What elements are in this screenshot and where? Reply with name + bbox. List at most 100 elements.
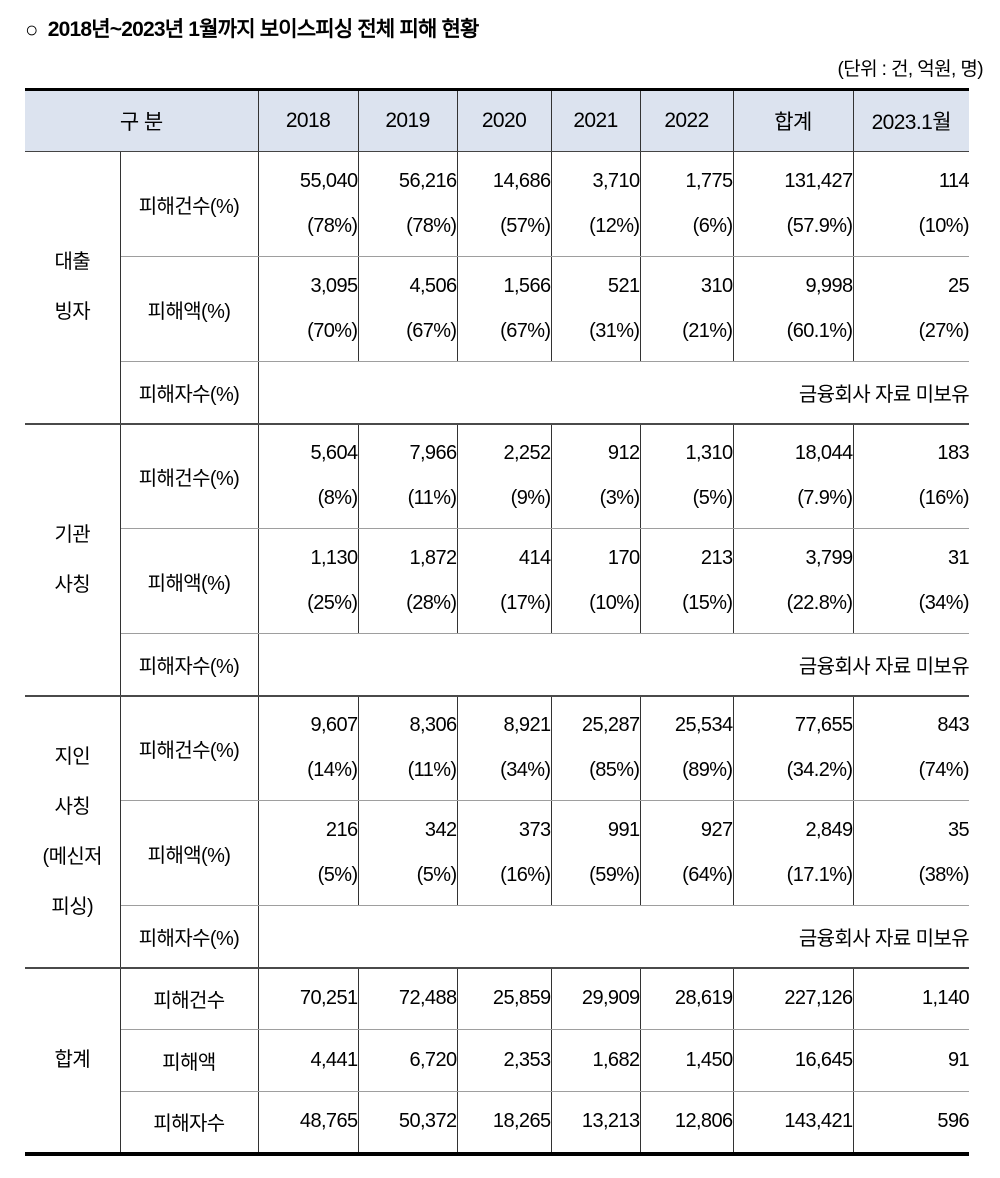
- header-year-2020: 2020: [457, 89, 552, 152]
- value: 6,720: [409, 1049, 457, 1071]
- value-cell: 14,686 (57%): [457, 151, 552, 257]
- percent: (28%): [406, 592, 457, 614]
- value-cell: 3,799 (22.8%): [733, 528, 854, 634]
- table-row: 피해액(%) 1,130 (25%) 1,872 (28%) 414 (17%) 17…: [25, 528, 969, 634]
- no-data-cell: 금융회사 자료 미보유: [258, 905, 969, 969]
- value-cell: 9,998 (60.1%): [733, 256, 854, 362]
- value-cell: 213 (15%): [640, 528, 734, 634]
- value: 912: [607, 442, 640, 465]
- percent: (12%): [589, 215, 640, 237]
- value: 927: [700, 819, 733, 841]
- value: 114: [938, 170, 969, 192]
- value: 596: [937, 1110, 969, 1133]
- value-cell: 2,849 (17.1%): [733, 800, 854, 906]
- value-cell: 28,619: [640, 967, 734, 1030]
- group-label-total: 합계: [25, 967, 121, 1154]
- percent: (6%): [692, 215, 733, 237]
- percent: (78%): [406, 215, 457, 237]
- value: 227,126: [784, 987, 853, 1010]
- percent: (85%): [589, 759, 640, 782]
- value-cell: 927 (64%): [640, 800, 734, 906]
- value-cell: 70,251: [258, 967, 359, 1030]
- row-label: 피해건수: [120, 967, 259, 1030]
- value-cell: 13,213: [551, 1091, 641, 1154]
- value-cell: 991 (59%): [551, 800, 641, 906]
- row-label: 피해액(%): [120, 528, 259, 634]
- value: 70,251: [299, 987, 358, 1010]
- percent: (34%): [918, 592, 969, 614]
- value: 12,806: [674, 1110, 733, 1133]
- value: 521: [607, 275, 640, 297]
- no-data-cell: 금융회사 자료 미보유: [258, 633, 969, 697]
- value: 72,488: [398, 987, 457, 1010]
- value: 1,130: [310, 547, 358, 569]
- value: 7,966: [409, 442, 457, 465]
- value-cell: 1,566 (67%): [457, 256, 552, 362]
- value: 4,506: [409, 275, 457, 297]
- value: 56,216: [398, 170, 457, 192]
- value: 8,921: [503, 714, 551, 737]
- percent: (31%): [589, 320, 640, 342]
- group-label-line: 대출: [54, 251, 91, 274]
- table-row: 피해자수(%) 금융회사 자료 미보유: [25, 633, 969, 697]
- value: 50,372: [398, 1110, 457, 1133]
- value-cell: 2,353: [457, 1029, 552, 1092]
- voice-phishing-damage-table: 구 분 2018 2019 2020 2021 2022 합계 2023.1월 …: [25, 88, 969, 1156]
- value: 3,710: [592, 170, 640, 192]
- value: 1,140: [921, 987, 969, 1010]
- value: 4,441: [310, 1049, 358, 1071]
- value: 1,872: [409, 547, 457, 569]
- percent: (8%): [317, 487, 358, 510]
- group-label-line: 빙자: [54, 301, 91, 324]
- percent: (14%): [307, 759, 358, 782]
- percent: (9%): [510, 487, 551, 510]
- value-cell: 55,040 (78%): [258, 151, 359, 257]
- value-cell: 18,044 (7.9%): [733, 423, 854, 529]
- value-cell: 596: [853, 1092, 969, 1154]
- percent: (21%): [682, 320, 733, 342]
- value-cell: 183 (16%): [853, 423, 969, 529]
- value-cell: 56,216 (78%): [358, 151, 458, 257]
- value: 25,859: [492, 987, 551, 1010]
- percent: (34.2%): [786, 759, 853, 782]
- percent: (10%): [589, 592, 640, 614]
- percent: (16%): [918, 487, 969, 510]
- percent: (5%): [416, 864, 457, 886]
- value: 2,849: [805, 819, 853, 841]
- value: 414: [518, 547, 551, 569]
- value-cell: 29,909: [551, 967, 641, 1030]
- page-title: 2018년~2023년 1월까지 보이스피싱 전체 피해 현황: [47, 18, 480, 41]
- percent: (38%): [918, 864, 969, 886]
- group-label-line: 합계: [54, 1049, 91, 1071]
- percent: (89%): [682, 759, 733, 782]
- value: 991: [607, 819, 640, 841]
- value-cell: 227,126: [733, 967, 854, 1030]
- value-cell: 1,450: [640, 1029, 734, 1092]
- value: 310: [700, 275, 733, 297]
- value-cell: 131,427 (57.9%): [733, 151, 854, 257]
- value: 18,265: [492, 1110, 551, 1133]
- value: 843: [937, 714, 969, 737]
- value: 143,421: [784, 1110, 853, 1133]
- value: 3,095: [310, 275, 358, 297]
- percent: (17%): [500, 592, 551, 614]
- row-label: 피해자수(%): [120, 361, 259, 425]
- value-cell: 4,506 (67%): [358, 256, 458, 362]
- row-label: 피해건수(%): [120, 423, 259, 529]
- value: 13,213: [581, 1110, 640, 1133]
- value: 35: [947, 819, 969, 841]
- value-cell: 16,645: [733, 1029, 854, 1092]
- row-label: 피해자수(%): [120, 633, 259, 697]
- value-cell: 12,806: [640, 1091, 734, 1154]
- row-label: 피해건수(%): [120, 695, 259, 801]
- value: 1,450: [685, 1049, 733, 1071]
- value: 2,252: [503, 442, 551, 465]
- circle-bullet-icon: ○: [25, 17, 38, 42]
- value-cell: 1,775 (6%): [640, 151, 734, 257]
- percent: (67%): [500, 320, 551, 342]
- group-label-line: (메신저: [42, 845, 103, 868]
- percent: (67%): [406, 320, 457, 342]
- row-label: 피해액(%): [120, 256, 259, 362]
- percent: (22.8%): [786, 592, 853, 614]
- value: 5,604: [310, 442, 358, 465]
